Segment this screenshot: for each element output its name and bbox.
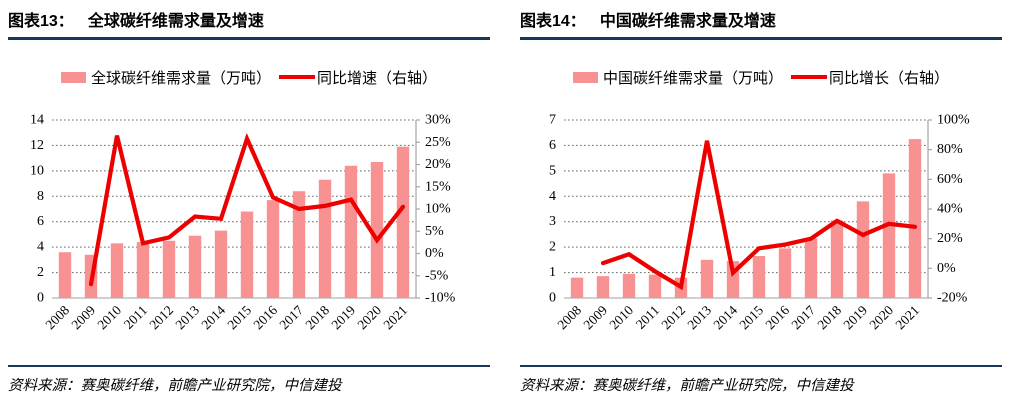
svg-text:2013: 2013 [684, 302, 714, 332]
svg-text:25%: 25% [425, 135, 451, 150]
figure-title-china: 图表14： 中国碳纤维需求量及增速 [520, 11, 1002, 33]
global-demand-chart: -10% -5% 0% 5% 10% 15% 20% 25% 30% 0 2 4 6 8 10 12 14 200… [30, 113, 456, 333]
svg-text:2015: 2015 [736, 302, 766, 332]
svg-text:2011: 2011 [633, 303, 662, 332]
svg-text:2015: 2015 [224, 302, 254, 332]
svg-text:2012: 2012 [146, 303, 176, 333]
svg-text:30%: 30% [425, 113, 451, 128]
figure-label: 图表13： [8, 13, 74, 30]
svg-text:10%: 10% [425, 202, 451, 217]
svg-text:4: 4 [37, 240, 44, 255]
svg-text:0%: 0% [937, 261, 956, 276]
svg-text:7: 7 [549, 113, 556, 128]
svg-text:2008: 2008 [42, 302, 72, 332]
bar-legend-swatch [572, 71, 598, 83]
svg-text:2010: 2010 [94, 302, 124, 332]
svg-text:2019: 2019 [840, 302, 870, 332]
svg-text:0: 0 [37, 291, 44, 306]
svg-text:2008: 2008 [554, 302, 584, 332]
svg-text:0: 0 [549, 291, 556, 306]
svg-text:2014: 2014 [198, 302, 228, 332]
title-rule [8, 37, 490, 40]
svg-text:-10%: -10% [425, 291, 456, 306]
svg-text:0%: 0% [425, 246, 444, 261]
footer-rule [520, 365, 1002, 367]
svg-text:2016: 2016 [250, 302, 280, 332]
source-note: 资料来源：赛奥碳纤维，前瞻产业研究院，中信建投 [520, 378, 854, 394]
source-note: 资料来源：赛奥碳纤维，前瞻产业研究院，中信建投 [8, 378, 342, 394]
svg-text:2018: 2018 [302, 302, 332, 332]
svg-text:2: 2 [549, 240, 556, 255]
svg-text:5%: 5% [425, 224, 444, 239]
svg-text:2009: 2009 [580, 302, 610, 332]
svg-text:2020: 2020 [866, 302, 896, 332]
svg-text:2021: 2021 [892, 303, 922, 333]
footer-rule [8, 365, 490, 367]
bar-legend-label: 全球碳纤维需求量（万吨） [90, 70, 271, 87]
svg-text:2017: 2017 [276, 302, 306, 332]
svg-text:2021: 2021 [380, 303, 410, 333]
line-legend-label: 同比增速（右轴） [317, 70, 438, 87]
svg-text:10: 10 [30, 163, 44, 178]
panel-china-demand: 图表14： 中国碳纤维需求量及增速 中国碳纤维需求量（万吨） 同比增长（右轴） … [512, 0, 1024, 412]
figure-title-global: 图表13： 全球碳纤维需求量及增速 [8, 11, 490, 33]
demand-bars [58, 146, 410, 298]
figure-caption: 中国碳纤维需求量及增速 [599, 13, 776, 30]
legend-china: 中国碳纤维需求量（万吨） 同比增长（右轴） [520, 66, 1002, 88]
svg-text:2019: 2019 [328, 302, 358, 332]
svg-text:6: 6 [37, 214, 44, 229]
svg-text:2014: 2014 [710, 302, 740, 332]
svg-text:2010: 2010 [606, 302, 636, 332]
demand-bars [570, 139, 922, 298]
svg-text:2012: 2012 [658, 303, 688, 333]
svg-text:20%: 20% [937, 231, 963, 246]
legend-global: 全球碳纤维需求量（万吨） 同比增速（右轴） [8, 66, 490, 88]
svg-text:-5%: -5% [425, 268, 449, 283]
svg-text:100%: 100% [937, 113, 970, 128]
svg-text:40%: 40% [937, 202, 963, 217]
svg-text:2013: 2013 [172, 302, 202, 332]
gridlines [52, 119, 420, 299]
svg-text:8: 8 [37, 189, 44, 204]
svg-text:6: 6 [549, 138, 556, 153]
svg-text:2009: 2009 [68, 302, 98, 332]
svg-text:14: 14 [30, 113, 44, 128]
svg-text:2017: 2017 [788, 302, 818, 332]
figure-caption: 全球碳纤维需求量及增速 [87, 13, 264, 30]
growth-line [88, 132, 406, 287]
bar-legend-label: 中国碳纤维需求量（万吨） [602, 70, 783, 87]
svg-text:20%: 20% [425, 157, 451, 172]
bar-legend-swatch [60, 71, 86, 83]
china-demand-chart: -20%0%20%40%60%80%100%012345672008200920… [549, 113, 970, 333]
svg-text:2011: 2011 [121, 303, 150, 332]
svg-text:3: 3 [549, 214, 556, 229]
svg-text:2016: 2016 [762, 302, 792, 332]
line-legend-swatch [279, 75, 315, 79]
gridlines [564, 119, 932, 299]
svg-text:4: 4 [549, 189, 556, 204]
svg-text:60%: 60% [937, 172, 963, 187]
svg-text:80%: 80% [937, 142, 963, 157]
svg-text:12: 12 [30, 138, 44, 153]
svg-text:15%: 15% [425, 179, 451, 194]
figure-label: 图表14： [520, 13, 586, 30]
panel-global-demand: 图表13： 全球碳纤维需求量及增速 全球碳纤维需求量（万吨） 同比增速（右轴） … [8, 11, 490, 394]
svg-text:2018: 2018 [814, 302, 844, 332]
svg-text:1: 1 [549, 265, 556, 280]
line-legend-label: 同比增长（右轴） [829, 70, 950, 87]
growth-line [600, 140, 918, 291]
svg-text:2: 2 [37, 265, 44, 280]
svg-text:2020: 2020 [354, 302, 384, 332]
line-legend-swatch [791, 75, 827, 79]
svg-text:5: 5 [549, 163, 556, 178]
title-rule [520, 37, 1002, 40]
svg-text:-20%: -20% [937, 291, 968, 306]
